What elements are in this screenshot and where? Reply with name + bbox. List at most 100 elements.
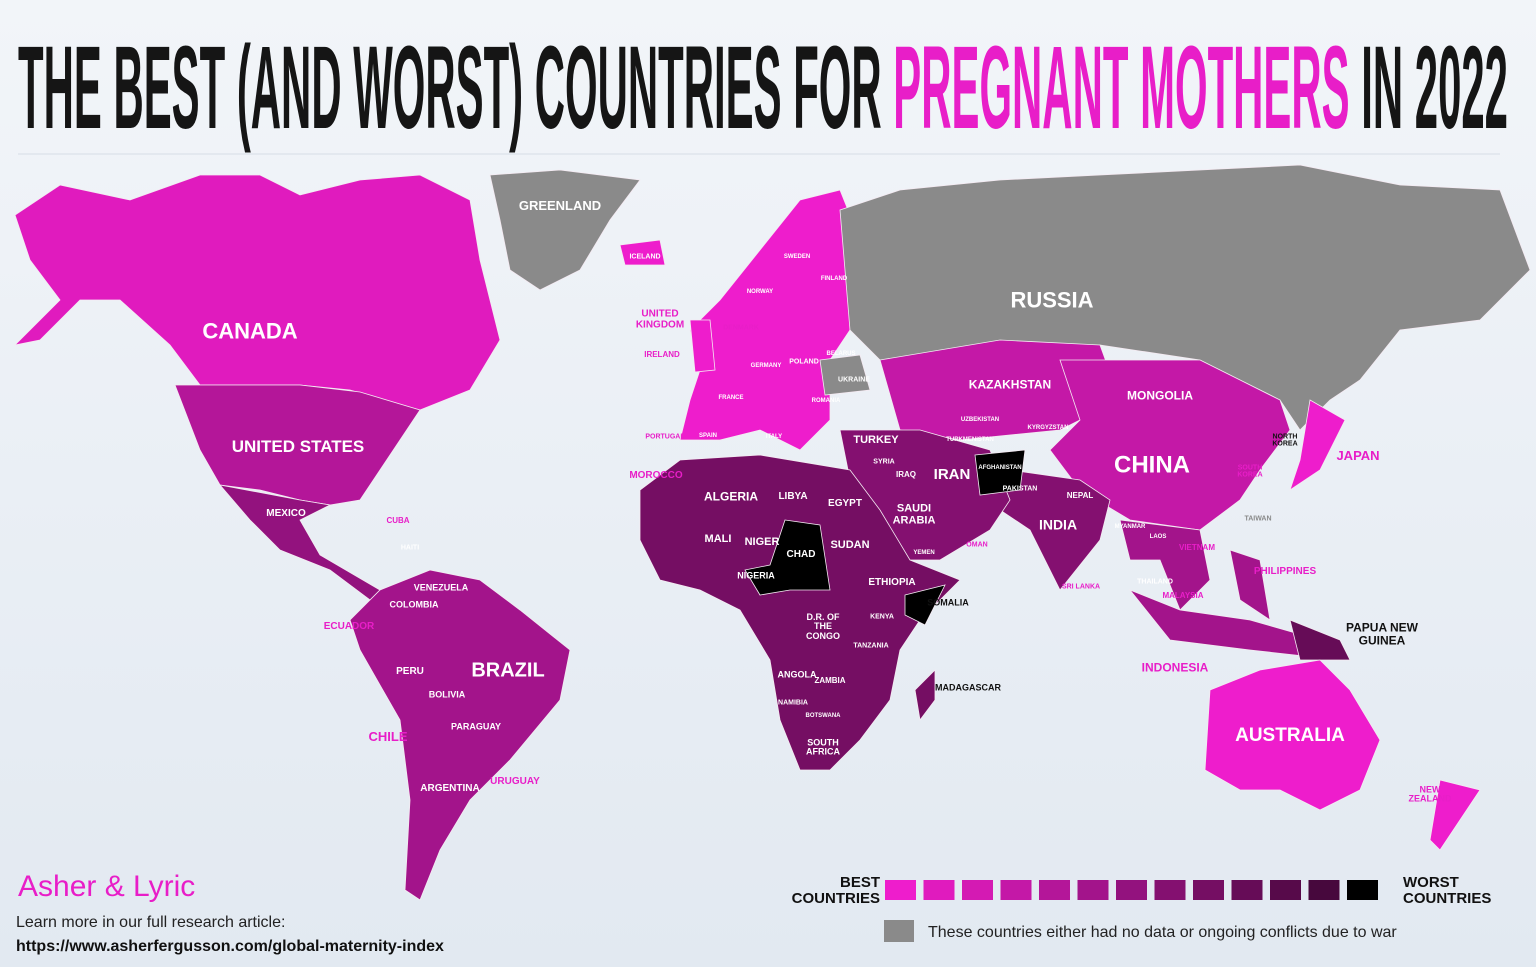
country-label: PERU bbox=[396, 665, 424, 677]
country-label: CANADA bbox=[202, 318, 298, 344]
country-label: SRI LANKA bbox=[1061, 583, 1101, 591]
country-label: AFGHANISTAN bbox=[978, 464, 1022, 471]
country-label: ICELAND bbox=[629, 253, 661, 261]
india bbox=[999, 469, 1111, 591]
country-label: ZAMBIA bbox=[814, 675, 846, 685]
country-label: ETHIOPIA bbox=[868, 576, 916, 588]
country-label: BOTSWANA bbox=[805, 712, 841, 719]
country-label: SUDAN bbox=[830, 539, 870, 552]
papua-new-guinea bbox=[1289, 619, 1351, 661]
legend-swatch bbox=[1000, 880, 1032, 900]
country-label: LIBYA bbox=[778, 490, 808, 502]
country-label: NAMIBIA bbox=[778, 699, 808, 707]
country-label: SOUTH KOREA bbox=[1237, 464, 1263, 479]
title-prefix: THE BEST (AND WORST) COUNTRIES FOR bbox=[18, 22, 882, 154]
legend-swatch bbox=[962, 880, 993, 900]
africa bbox=[639, 454, 961, 771]
country-label: UNITED STATES bbox=[231, 437, 365, 457]
legend-swatch bbox=[1077, 880, 1109, 900]
country-label: PAKISTAN bbox=[1002, 485, 1038, 493]
country-label: JAPAN bbox=[1336, 448, 1380, 464]
iceland bbox=[619, 239, 666, 266]
country-label: RUSSIA bbox=[1010, 287, 1094, 313]
country-label: GERMANY bbox=[750, 362, 782, 369]
country-label: MEXICO bbox=[266, 507, 306, 519]
country-label: TURKMENISTAN bbox=[946, 436, 994, 443]
country-label: FINLAND bbox=[820, 275, 848, 282]
country-label: NIGERIA bbox=[737, 570, 775, 581]
legend-swatch bbox=[923, 880, 955, 900]
title-suffix: IN 2022 bbox=[1361, 22, 1508, 154]
country-label: MALI bbox=[704, 533, 732, 546]
title-highlight: PREGNANT MOTHERS bbox=[893, 22, 1349, 154]
country-label: NIGER bbox=[744, 536, 780, 549]
greenland bbox=[489, 169, 641, 291]
country-label: BOLIVIA bbox=[428, 689, 466, 700]
country-label: KYRGYZSTAN bbox=[1027, 424, 1069, 431]
country-label: MADAGASCAR bbox=[935, 682, 1001, 693]
country-label: SOUTH AFRICA bbox=[806, 737, 840, 757]
country-label: MONGOLIA bbox=[1127, 388, 1193, 403]
ukraine bbox=[819, 354, 871, 396]
country-label: AUSTRALIA bbox=[1235, 725, 1345, 747]
country-label: EGYPT bbox=[828, 497, 862, 509]
legend-swatch bbox=[1039, 880, 1070, 900]
country-label: SYRIA bbox=[873, 458, 895, 466]
country-label: CHAD bbox=[786, 548, 816, 560]
legend bbox=[884, 880, 1378, 942]
country-label: TAIWAN bbox=[1244, 515, 1272, 523]
country-label: FRANCE bbox=[718, 394, 744, 401]
new-zealand bbox=[1429, 779, 1481, 851]
legend-swatch bbox=[1116, 880, 1147, 900]
country-label: PAPUA NEW GUINEA bbox=[1346, 620, 1418, 647]
madagascar bbox=[914, 669, 936, 721]
australia bbox=[1204, 659, 1381, 811]
country-label: OMAN bbox=[966, 541, 988, 549]
country-label: GREENLAND bbox=[518, 198, 602, 214]
country-label: KAZAKHSTAN bbox=[968, 377, 1052, 392]
central-america bbox=[218, 484, 381, 601]
no-data-swatch bbox=[884, 920, 914, 942]
legend-swatch bbox=[885, 880, 916, 900]
uk bbox=[689, 319, 716, 373]
legend-worst: WORST COUNTRIES bbox=[1403, 874, 1492, 907]
title: THE BEST (AND WORST) COUNTRIES FOR PREGN… bbox=[18, 22, 1508, 154]
country-label: VENEZUELA bbox=[413, 582, 469, 593]
country-label: URUGUAY bbox=[490, 775, 540, 787]
country-label: TURKEY bbox=[853, 434, 899, 447]
country-label: LAOS bbox=[1149, 533, 1167, 540]
footer-url: https://www.asherfergusson.com/global-ma… bbox=[16, 938, 444, 955]
country-label: BELARUS bbox=[826, 350, 856, 357]
land bbox=[13, 164, 1531, 901]
legend-swatch bbox=[1347, 880, 1378, 900]
country-label: YEMEN bbox=[913, 549, 935, 556]
country-label: BRAZIL bbox=[471, 659, 545, 682]
no-data-label: These countries either had no data or on… bbox=[928, 924, 1397, 941]
philippines bbox=[1229, 549, 1271, 621]
country-label: MOROCCO bbox=[629, 469, 683, 481]
country-label: MYANMAR bbox=[1114, 523, 1146, 530]
country-label: KENYA bbox=[870, 613, 894, 621]
footer-note: Learn more in our full research article: bbox=[16, 914, 286, 931]
country-label: IRAN bbox=[933, 466, 971, 484]
country-label: PORTUGAL bbox=[645, 433, 685, 441]
country-label: PARAGUAY bbox=[450, 721, 502, 732]
country-label: SAUDI ARABIA bbox=[892, 502, 936, 526]
brand: Asher & Lyric bbox=[18, 870, 196, 903]
country-label: ALGERIA bbox=[704, 489, 758, 504]
china-mongolia bbox=[1049, 359, 1291, 531]
country-label: INDONESIA bbox=[1141, 660, 1209, 675]
country-label: VIETNAM bbox=[1179, 542, 1215, 552]
country-label: POLAND bbox=[789, 358, 819, 366]
country-label: DENMARK bbox=[723, 324, 759, 332]
country-label: NORWAY bbox=[746, 288, 774, 295]
country-label: CHINA bbox=[1114, 451, 1190, 479]
country-label: D.R. OF THE CONGO bbox=[805, 611, 840, 641]
country-label: NEPAL bbox=[1066, 490, 1094, 500]
legend-swatch bbox=[1193, 880, 1224, 900]
japan bbox=[1289, 399, 1346, 491]
country-label: IRELAND bbox=[644, 349, 680, 359]
country-label: TANZANIA bbox=[853, 642, 889, 650]
south-america bbox=[349, 569, 571, 901]
